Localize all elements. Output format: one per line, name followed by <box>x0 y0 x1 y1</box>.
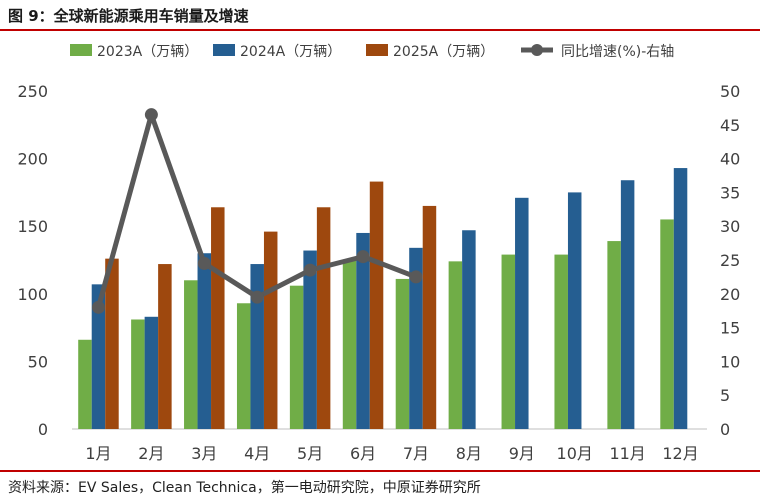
y2-tick-label: 40 <box>720 150 740 169</box>
legend-label-3: 2025A（万辆） <box>393 44 494 60</box>
y-tick-label: 200 <box>17 150 48 169</box>
bar-3 <box>158 264 172 429</box>
legend-label-2: 2024A（万辆） <box>240 44 341 60</box>
source-note: 资料来源：EV Sales，Clean Technica，第一电动研究院，中原证… <box>8 480 481 496</box>
bar-1 <box>554 254 568 429</box>
bar-1 <box>236 303 251 429</box>
x-tick-label: 5月 <box>297 444 323 463</box>
bar-3 <box>422 205 437 429</box>
bar-2 <box>144 316 159 429</box>
growth-point <box>91 300 105 314</box>
y2-tick-label: 35 <box>720 183 740 202</box>
x-tick-label: 10月 <box>557 444 593 463</box>
title-rule <box>0 29 760 31</box>
y-tick-label: 150 <box>17 217 48 236</box>
bar-3 <box>105 258 119 429</box>
source-rule <box>0 470 760 472</box>
legend-swatch-1 <box>70 44 92 56</box>
x-tick-label: 4月 <box>244 444 270 463</box>
bar-1 <box>342 260 357 429</box>
x-tick-label: 6月 <box>350 444 376 463</box>
bar-1 <box>289 285 304 429</box>
y-tick-label: 0 <box>38 420 48 439</box>
bar-3 <box>316 207 331 429</box>
bar-3 <box>369 181 384 429</box>
bar-2 <box>303 250 317 429</box>
growth-point <box>197 256 211 270</box>
bar-3 <box>211 207 225 429</box>
x-tick-label: 12月 <box>662 444 698 463</box>
x-tick-label: 1月 <box>85 444 111 463</box>
y2-tick-label: 30 <box>720 217 740 236</box>
legend-label-1: 2023A（万辆） <box>97 44 198 60</box>
bar-1 <box>607 241 621 429</box>
x-tick-label: 3月 <box>191 444 217 463</box>
y-tick-label: 100 <box>17 285 48 304</box>
bar-1 <box>131 319 145 429</box>
y2-tick-label: 20 <box>720 285 740 304</box>
bar-2 <box>356 232 370 429</box>
y2-tick-label: 45 <box>720 116 740 135</box>
bar-2 <box>620 180 635 429</box>
bar-1 <box>501 254 516 429</box>
bar-2 <box>91 284 106 429</box>
y2-tick-label: 10 <box>720 352 740 371</box>
bar-2 <box>250 264 264 429</box>
bar-1 <box>78 339 92 429</box>
legend-swatch-3 <box>366 44 388 56</box>
bar-1 <box>448 261 463 429</box>
bar-1 <box>660 219 674 429</box>
y2-tick-label: 50 <box>720 82 740 101</box>
x-tick-label: 7月 <box>403 444 429 463</box>
growth-point <box>409 270 423 284</box>
x-tick-label: 9月 <box>509 444 535 463</box>
x-tick-label: 11月 <box>609 444 645 463</box>
y2-tick-label: 0 <box>720 420 730 439</box>
bar-2 <box>673 168 688 429</box>
bar-2 <box>197 253 212 429</box>
y-tick-label: 50 <box>28 352 48 371</box>
x-tick-label: 8月 <box>456 444 482 463</box>
figure-title: 图 9：全球新能源乘用车销量及增速 <box>8 7 249 25</box>
bar-1 <box>184 280 198 429</box>
bar-2 <box>567 192 582 429</box>
bar-2 <box>409 247 423 429</box>
growth-point <box>250 290 264 304</box>
y-tick-label: 250 <box>17 82 48 101</box>
bar-1 <box>395 278 410 429</box>
y2-tick-label: 25 <box>720 251 740 270</box>
bar-2 <box>515 197 529 429</box>
growth-point <box>303 263 317 277</box>
growth-point <box>356 250 370 264</box>
y2-tick-label: 5 <box>720 386 730 405</box>
x-tick-label: 2月 <box>138 444 164 463</box>
growth-point <box>144 108 158 122</box>
legend-label-line: 同比增速(%)-右轴 <box>561 44 674 60</box>
bar-2 <box>462 230 476 429</box>
y2-tick-label: 15 <box>720 319 740 338</box>
legend-swatch-marker <box>531 44 543 56</box>
bar-3 <box>263 231 278 429</box>
legend-swatch-2 <box>213 44 235 56</box>
